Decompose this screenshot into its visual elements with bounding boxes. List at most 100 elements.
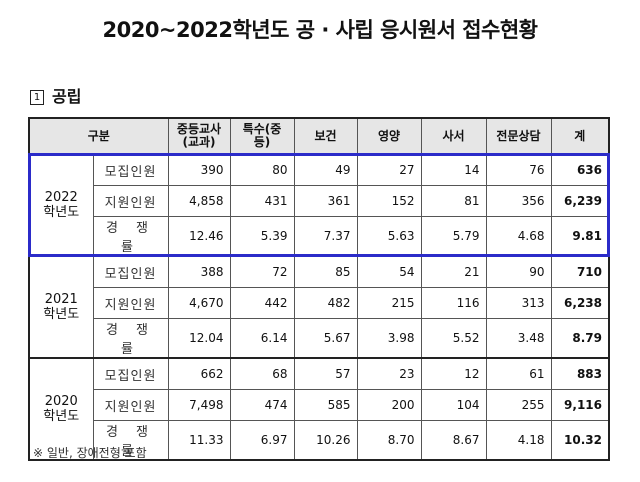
value-cell: 81 [420, 185, 487, 217]
year-group-2022: 2022 학년도 모집인원 390 80 49 27 14 76 636 지원인원 4,858 431 3… [28, 153, 610, 257]
row-label: 경 쟁 률 [92, 420, 169, 461]
value-cell: 8.70 [356, 420, 422, 461]
value-cell: 27 [356, 153, 422, 186]
value-cell: 585 [293, 389, 358, 421]
section-number: 1 [30, 90, 44, 105]
value-cell: 76 [485, 153, 552, 186]
value-cell: 5.63 [356, 216, 422, 257]
row-label: 지원인원 [92, 185, 169, 217]
value-cell: 11.33 [167, 420, 231, 461]
value-cell: 8.67 [420, 420, 487, 461]
total-cell: 9.81 [550, 216, 610, 257]
table-row: 2021 학년도 모집인원 388 72 85 54 21 90 710 [28, 255, 610, 359]
value-cell: 356 [485, 185, 552, 217]
year-suffix: 학년도 [43, 205, 80, 220]
value-cell: 10.26 [293, 420, 358, 461]
total-cell: 10.32 [550, 420, 610, 461]
value-cell: 12.46 [167, 216, 231, 257]
year-suffix: 학년도 [43, 409, 80, 424]
header-librarian: 사서 [420, 117, 487, 155]
year-suffix: 학년도 [43, 307, 80, 322]
value-cell: 662 [167, 357, 231, 390]
header-health: 보건 [293, 117, 358, 155]
year-cell: 2021 학년도 [28, 255, 94, 359]
row-label: 경 쟁 률 [92, 216, 169, 257]
value-cell: 5.67 [293, 318, 358, 359]
row-label: 지원인원 [92, 389, 169, 421]
table-row: 경 쟁 률 12.04 6.14 5.67 3.98 5.52 3.48 8.79 [29, 318, 610, 359]
value-cell: 313 [485, 287, 552, 319]
value-cell: 116 [420, 287, 487, 319]
header-special: 특수(중등) [229, 117, 295, 155]
header-total: 계 [550, 117, 610, 155]
header-secondary-teacher-l2: (교과) [182, 135, 216, 149]
total-cell: 8.79 [550, 318, 610, 359]
value-cell: 7,498 [167, 389, 231, 421]
value-cell: 4,670 [167, 287, 231, 319]
row-label: 모집인원 [92, 255, 169, 288]
value-cell: 72 [229, 255, 295, 288]
value-cell: 431 [229, 185, 295, 217]
total-cell: 9,116 [550, 389, 610, 421]
total-cell: 710 [550, 255, 610, 288]
header-secondary-teacher: 중등교사 (교과) [167, 117, 231, 155]
value-cell: 54 [356, 255, 422, 288]
value-cell: 474 [229, 389, 295, 421]
value-cell: 482 [293, 287, 358, 319]
row-label: 경 쟁 률 [92, 318, 169, 359]
value-cell: 12 [420, 357, 487, 390]
value-cell: 442 [229, 287, 295, 319]
year-number: 2022 [44, 190, 78, 205]
page-title: 2020~2022학년도 공 · 사립 응시원서 접수현황 [102, 18, 538, 42]
year-group-2021: 2021 학년도 모집인원 388 72 85 54 21 90 710 지원인원 4,670 442 4… [28, 255, 610, 359]
value-cell: 57 [293, 357, 358, 390]
value-cell: 4,858 [167, 185, 231, 217]
year-number: 2020 [44, 394, 78, 409]
table-row: 지원인원 4,858 431 361 152 81 356 6,239 [29, 185, 610, 217]
value-cell: 388 [167, 255, 231, 288]
value-cell: 61 [485, 357, 552, 390]
year-number: 2021 [44, 292, 78, 307]
value-cell: 90 [485, 255, 552, 288]
value-cell: 215 [356, 287, 422, 319]
table-row: 지원인원 4,670 442 482 215 116 313 6,238 [29, 287, 610, 319]
section-heading: 1 공립 [30, 83, 81, 107]
value-cell: 80 [229, 153, 295, 186]
header-row: 구분 중등교사 (교과) 특수(중등) 보건 영양 사서 전문상담 계 [28, 117, 610, 155]
value-cell: 152 [356, 185, 422, 217]
value-cell: 6.14 [229, 318, 295, 359]
header-category: 구분 [28, 117, 169, 155]
value-cell: 255 [485, 389, 552, 421]
row-label: 모집인원 [92, 357, 169, 390]
total-cell: 6,239 [550, 185, 610, 217]
value-cell: 21 [420, 255, 487, 288]
value-cell: 4.18 [485, 420, 552, 461]
value-cell: 68 [229, 357, 295, 390]
footnote: ※ 일반, 장애전형 포함 [33, 446, 147, 460]
value-cell: 5.79 [420, 216, 487, 257]
year-group-2020: 2020 학년도 모집인원 662 68 57 23 12 61 883 지원인원 7,498 474 5… [28, 357, 610, 461]
value-cell: 6.97 [229, 420, 295, 461]
value-cell: 14 [420, 153, 487, 186]
table-row: 경 쟁 률 12.46 5.39 7.37 5.63 5.79 4.68 9.81 [29, 216, 610, 257]
value-cell: 49 [293, 153, 358, 186]
table-row: 2022 학년도 모집인원 390 80 49 27 14 76 636 [28, 153, 610, 257]
table-row: 지원인원 7,498 474 585 200 104 255 9,116 [29, 389, 610, 421]
value-cell: 3.98 [356, 318, 422, 359]
value-cell: 3.48 [485, 318, 552, 359]
value-cell: 104 [420, 389, 487, 421]
value-cell: 85 [293, 255, 358, 288]
header-nutrition: 영양 [356, 117, 422, 155]
value-cell: 5.52 [420, 318, 487, 359]
value-cell: 361 [293, 185, 358, 217]
header-secondary-teacher-l1: 중등교사 [176, 122, 222, 136]
row-label: 모집인원 [92, 153, 169, 186]
table-row: 경 쟁 률 11.33 6.97 10.26 8.70 8.67 4.18 10.32 [29, 420, 610, 461]
year-cell: 2020 학년도 [28, 357, 94, 461]
value-cell: 390 [167, 153, 231, 186]
section-label: 공립 [52, 87, 82, 106]
application-status-table: 구분 중등교사 (교과) 특수(중등) 보건 영양 사서 전문상담 계 2022 학… [28, 117, 610, 461]
value-cell: 5.39 [229, 216, 295, 257]
value-cell: 23 [356, 357, 422, 390]
total-cell: 636 [550, 153, 610, 186]
